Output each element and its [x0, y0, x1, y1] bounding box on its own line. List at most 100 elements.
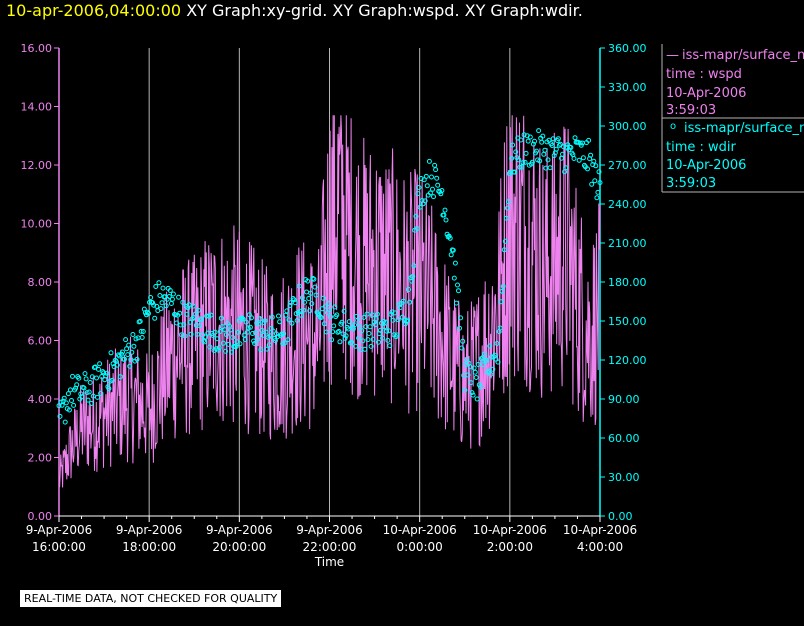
wdir-point — [453, 300, 459, 306]
wdir-point — [429, 174, 434, 180]
wdir-point — [357, 324, 363, 330]
wdir-point — [152, 315, 158, 321]
wdir-point — [505, 199, 511, 205]
wdir-point — [61, 395, 67, 401]
wdir-point — [447, 235, 453, 241]
right-tick-label: 90.00 — [608, 393, 640, 406]
wdir-point — [134, 356, 140, 362]
wdir-point — [187, 319, 193, 325]
wdir-point — [96, 366, 101, 372]
wdir-point — [327, 307, 332, 313]
wdir-point — [272, 338, 278, 344]
wdir-point — [361, 315, 367, 320]
wdir-point — [115, 352, 121, 358]
x-tick-date-label: 9-Apr-2006 — [26, 523, 93, 537]
wdir-point — [202, 339, 208, 345]
wdir-point — [217, 329, 223, 334]
wdir-point — [144, 309, 150, 315]
wdir-point — [78, 391, 84, 397]
wdir-point — [110, 361, 116, 367]
wdir-point — [120, 349, 125, 355]
wdir-point — [322, 303, 328, 309]
wdir-point — [594, 195, 600, 201]
wdir-point — [473, 375, 479, 380]
wdir-point — [547, 165, 553, 171]
wdir-point — [432, 162, 438, 168]
wdir-point — [430, 186, 435, 192]
wdir-point — [197, 323, 202, 329]
wdir-point — [184, 311, 190, 317]
wdir-point — [568, 145, 574, 150]
left-tick-label: 6.00 — [28, 335, 53, 348]
wdir-point — [260, 332, 266, 338]
wdir-point — [572, 135, 578, 141]
wdir-point — [460, 338, 466, 344]
wdir-point — [571, 156, 577, 161]
left-tick-label: 16.00 — [21, 42, 53, 55]
wdir-point — [319, 306, 325, 312]
wdir-point — [490, 366, 496, 372]
wdir-point — [269, 314, 275, 320]
wdir-point — [355, 317, 361, 323]
right-tick-label: 180.00 — [608, 276, 647, 289]
wdir-point — [413, 213, 419, 219]
wdir-point — [458, 315, 464, 321]
wdir-point — [498, 299, 504, 305]
wdir-point — [88, 401, 94, 406]
wdir-point — [487, 343, 493, 349]
wdir-point — [259, 327, 265, 333]
wdir-point — [157, 293, 163, 298]
wdir-point — [153, 284, 159, 289]
wdir-point — [83, 376, 89, 382]
wdir-point — [332, 304, 338, 310]
wdir-point — [563, 165, 569, 171]
wdir-point — [383, 319, 389, 325]
legend-wdir-source: iss-mapr/surface_n — [684, 121, 804, 136]
wdir-point — [85, 397, 91, 403]
wdir-point — [131, 343, 137, 349]
wdir-point — [122, 356, 127, 362]
wdir-point — [273, 331, 279, 337]
wdir-point — [71, 402, 77, 408]
wdir-point — [244, 329, 250, 335]
wdir-point — [298, 312, 304, 318]
wdir-point — [66, 407, 72, 413]
wdir-point — [287, 303, 293, 308]
wdir-point — [257, 316, 263, 322]
wdir-point — [433, 167, 439, 173]
wdir-point — [207, 344, 213, 350]
wdir-point — [180, 299, 186, 305]
wdir-point — [223, 348, 228, 354]
wdir-point — [216, 345, 222, 351]
wdir-point — [339, 319, 345, 325]
wdir-point — [364, 311, 370, 317]
wdir-point — [129, 349, 135, 355]
wdir-point — [301, 307, 306, 313]
wdir-point — [595, 189, 601, 195]
wdir-series — [56, 128, 603, 425]
wdir-point — [434, 175, 440, 181]
wdir-point — [520, 160, 526, 166]
wdir-point — [519, 164, 525, 170]
wdir-point — [367, 324, 373, 330]
wdir-point — [518, 137, 524, 143]
wdir-point — [441, 212, 447, 218]
wdir-point — [462, 387, 468, 393]
wdir-point — [593, 163, 599, 169]
wdir-point — [139, 335, 145, 340]
wdir-point — [67, 387, 73, 393]
wdir-point — [410, 273, 416, 279]
wdir-point — [251, 338, 257, 344]
wdir-point — [280, 341, 286, 347]
wdir-point — [148, 295, 154, 300]
wdir-point — [224, 332, 229, 338]
wdir-point — [561, 144, 567, 150]
wdir-point — [455, 282, 460, 288]
wdir-point — [313, 292, 319, 298]
wdir-point — [555, 136, 561, 142]
wdir-point — [585, 166, 590, 172]
wdir-point — [283, 312, 289, 318]
wdir-point — [81, 385, 87, 391]
wdir-point — [392, 310, 398, 316]
wdir-point — [417, 204, 423, 210]
